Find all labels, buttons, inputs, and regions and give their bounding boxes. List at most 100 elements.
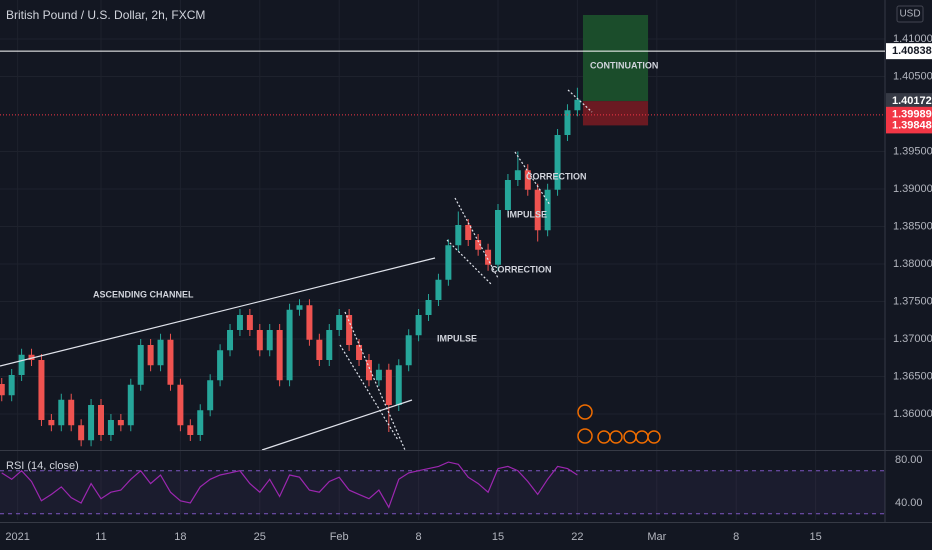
annotation: CORRECTION xyxy=(491,264,552,274)
candle-body xyxy=(405,335,412,366)
candle-body xyxy=(504,180,511,210)
chart-title: British Pound / U.S. Dollar, 2h, FXCM xyxy=(6,8,205,22)
candle-body xyxy=(435,279,442,300)
candle-body xyxy=(346,315,353,345)
grid xyxy=(0,0,885,520)
event-icon xyxy=(577,428,593,444)
candle-body xyxy=(38,360,45,420)
price-label-bg xyxy=(886,43,932,60)
candle-body xyxy=(58,399,65,426)
candle-body xyxy=(574,99,581,111)
candle-body xyxy=(336,315,343,330)
rsi-tick-label: 80.00 xyxy=(895,454,923,466)
channel-upper xyxy=(0,257,436,367)
candle-body xyxy=(296,305,303,310)
candle-body xyxy=(256,330,263,351)
candle-body xyxy=(286,309,293,381)
candle-body xyxy=(495,210,502,265)
candle-body xyxy=(375,369,382,381)
x-tick-label: 22 xyxy=(571,531,583,543)
y-tick-label: 1.41000 xyxy=(893,33,932,45)
y-tick-label: 1.38500 xyxy=(893,220,932,232)
candle-body xyxy=(514,170,521,180)
currency[interactable]: USD xyxy=(899,9,920,20)
annotation: CONTINUATION xyxy=(590,60,658,70)
x-tick-label: 25 xyxy=(254,531,266,543)
event-icons xyxy=(577,404,661,444)
x-tick-label: Feb xyxy=(330,531,349,543)
y-tick-label: 1.36000 xyxy=(893,408,932,420)
y-tick-label: 1.37500 xyxy=(893,295,932,307)
price-label-bg xyxy=(886,93,932,110)
candle-body xyxy=(97,405,104,435)
candle-body xyxy=(48,420,55,426)
y-tick-label: 1.36500 xyxy=(893,370,932,382)
y-tick-label: 1.39500 xyxy=(893,145,932,157)
rsi-tick-label: 40.00 xyxy=(895,497,923,509)
candle-body xyxy=(465,225,472,240)
candle-body xyxy=(137,345,144,385)
candle-body xyxy=(236,315,243,330)
rsi-band xyxy=(0,470,885,514)
candle-body xyxy=(524,170,531,190)
event-icon xyxy=(635,430,649,444)
price-label-bg xyxy=(886,117,932,134)
candle-body xyxy=(316,339,323,360)
candles xyxy=(0,87,581,447)
y-tick-label: 1.39000 xyxy=(893,183,932,195)
candle-body xyxy=(197,410,204,435)
candle-body xyxy=(227,330,234,351)
candle-body xyxy=(326,330,333,360)
candle-body xyxy=(18,354,25,375)
price-label: 1.40172 xyxy=(892,95,932,107)
candle-body xyxy=(107,420,114,435)
annotation: ASCENDING CHANNEL xyxy=(93,289,194,299)
annotation: IMPULSE xyxy=(437,333,477,343)
event-icon xyxy=(647,430,661,444)
x-tick-label: 15 xyxy=(809,531,821,543)
candle-body xyxy=(475,240,482,250)
candle-body xyxy=(365,360,372,381)
candle-body xyxy=(217,350,224,381)
candle-body xyxy=(167,339,174,385)
candle-body xyxy=(534,189,541,231)
price-axis-bg xyxy=(885,0,932,550)
event-icon xyxy=(577,404,593,420)
candle-body xyxy=(177,384,184,426)
candle-body xyxy=(157,339,164,366)
event-icon xyxy=(609,430,623,444)
annotation: CORRECTION xyxy=(526,171,587,181)
x-tick-label: 18 xyxy=(174,531,186,543)
candle-body xyxy=(246,315,253,330)
candle-body xyxy=(356,345,363,360)
correction-line xyxy=(446,239,493,286)
currency-box[interactable] xyxy=(896,5,924,23)
candle-body xyxy=(395,365,402,405)
rsi-label: RSI (14, close) xyxy=(6,460,79,472)
x-tick-label: Mar xyxy=(647,531,666,543)
candle-body xyxy=(88,405,95,441)
candle-body xyxy=(117,420,124,426)
candle-body xyxy=(544,189,551,231)
y-tick-label: 1.37000 xyxy=(893,333,932,345)
candle-body xyxy=(147,345,154,366)
x-tick-label: 11 xyxy=(95,531,106,543)
candle-body xyxy=(207,380,214,411)
candle-body xyxy=(8,375,15,396)
candle-body xyxy=(425,300,432,315)
candle-body xyxy=(306,305,313,340)
correction-line xyxy=(344,311,406,451)
x-tick-label: 8 xyxy=(733,531,739,543)
candle-body xyxy=(455,225,462,246)
candle-body xyxy=(385,369,392,405)
x-tick-label: 2021 xyxy=(5,531,29,543)
drawings xyxy=(0,89,593,451)
candle-body xyxy=(415,315,422,336)
x-tick-label: 15 xyxy=(492,531,504,543)
candle-body xyxy=(276,330,283,381)
event-icon xyxy=(623,430,637,444)
candle-body xyxy=(78,425,85,441)
price-label: 1.40838 xyxy=(892,45,932,57)
position-tool xyxy=(582,15,649,126)
